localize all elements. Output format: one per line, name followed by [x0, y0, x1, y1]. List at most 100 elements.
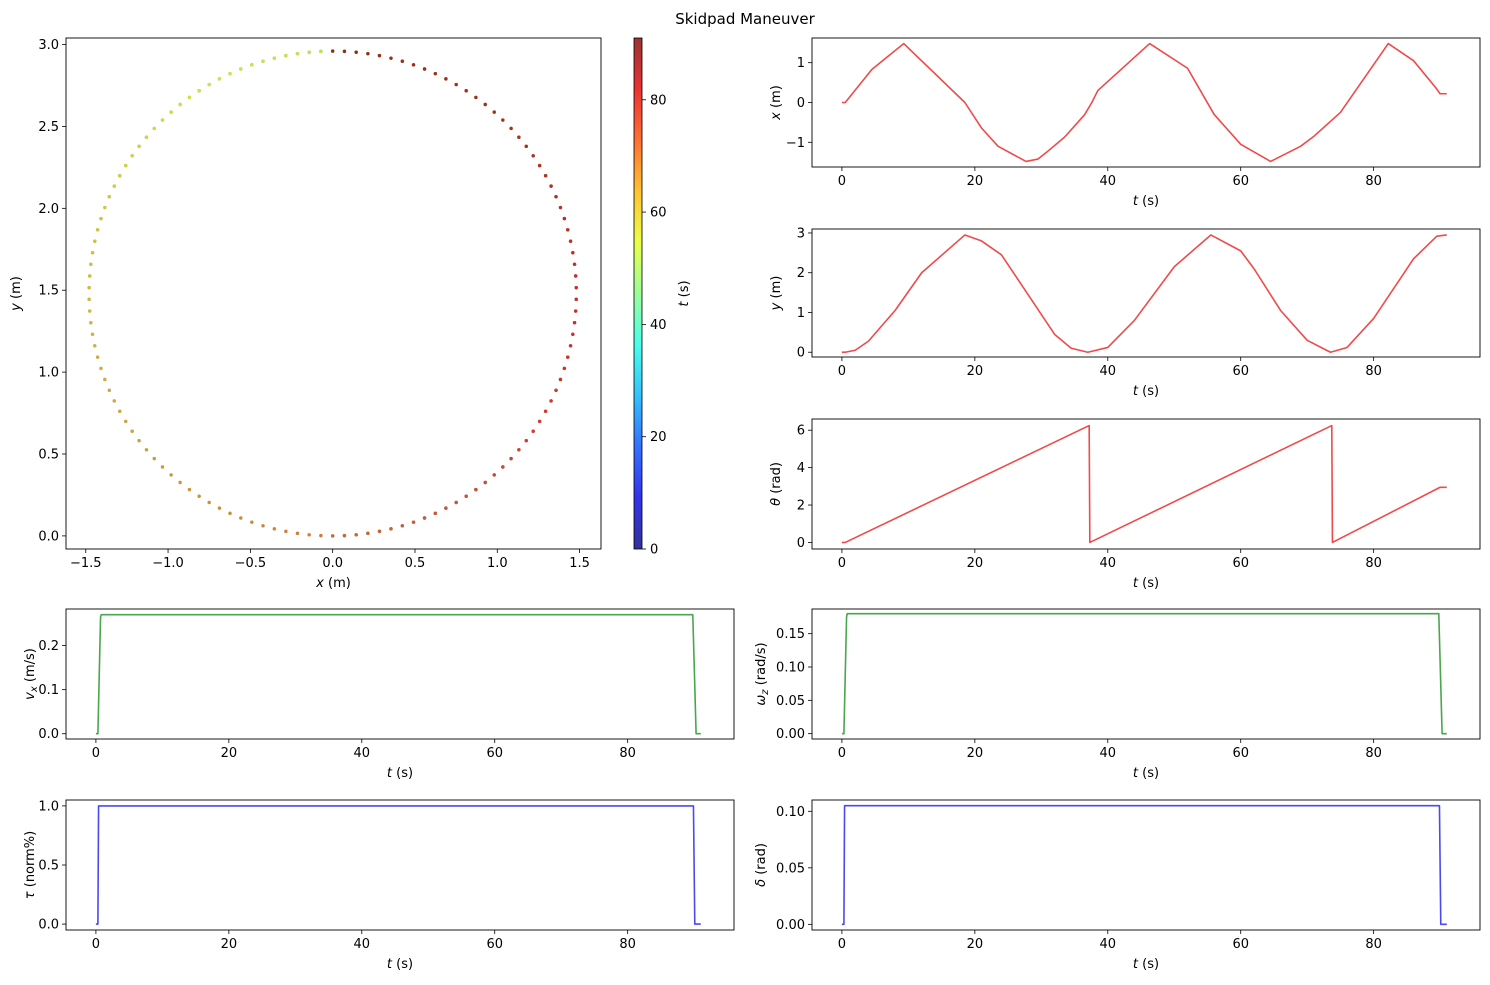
trajectory-point — [89, 262, 93, 266]
y-axis-label-theta: θ (rad) — [769, 462, 784, 506]
axes-frame-theta — [811, 418, 1481, 550]
axes-frame-y — [811, 228, 1481, 358]
colorbar: 0 20 40 60 80 t (s) — [633, 37, 692, 558]
y-tick-label-wz: 0.10 — [776, 661, 805, 676]
trajectory-point — [87, 297, 91, 302]
axes-x: 0 20 40 60 80 −1 0 1 t (s) x (m) — [769, 37, 1481, 209]
trajectory-point — [228, 71, 232, 76]
trajectory-point — [354, 533, 358, 537]
series-line-theta — [841, 424, 1447, 544]
axes-theta: 0 20 40 60 80 0 2 4 6 t (s) θ (rad) — [769, 418, 1481, 591]
trajectory-point — [531, 429, 535, 433]
y-tick-label-x: 1 — [797, 56, 805, 71]
trajectory-point — [549, 184, 553, 188]
trajectory-point — [295, 531, 300, 536]
trajectory-point — [509, 456, 513, 461]
trajectory-point — [444, 506, 448, 510]
y-tick-label-theta: 0 — [797, 536, 805, 551]
x-tick-label-wz: 80 — [1365, 746, 1382, 761]
axes-frame-wz — [811, 608, 1481, 740]
trajectory-point — [169, 473, 173, 477]
x-tick-label-x: 60 — [1232, 174, 1249, 189]
trajectory-point — [95, 228, 100, 232]
trajectory-point — [112, 399, 116, 403]
trajectory-point — [474, 95, 478, 100]
y-tick-label-theta: 2 — [797, 499, 805, 514]
trajectory-point — [250, 63, 254, 67]
y-tick-label-traj: 1.0 — [38, 366, 59, 381]
x-tick-label-tau: 40 — [354, 937, 371, 952]
axes-traj: −1.5 −1.0 −0.5 0.0 0.5 1.0 1.5 0.0 0.5 1.0 1.5 2.0 2… — [9, 37, 602, 591]
x-tick-label-y: 20 — [967, 364, 984, 379]
axes-y: 0 20 40 60 80 0 1 2 3 t (s) y (m) — [769, 226, 1481, 399]
trajectory-point — [554, 388, 558, 393]
trajectory-point — [137, 438, 141, 443]
trajectory-point — [558, 377, 563, 382]
trajectory-point — [160, 465, 165, 469]
y-tick-label-wz: 0.15 — [776, 627, 805, 642]
x-tick-label-y: 80 — [1365, 364, 1382, 379]
trajectory-point — [400, 524, 405, 528]
trajectory-point — [366, 531, 370, 536]
x-tick-label-vx: 80 — [619, 746, 636, 761]
axes-tau: 0 20 40 60 80 0.0 0.5 1.0 t (s) τ (norm%) — [23, 799, 735, 972]
trajectory-point — [89, 321, 93, 325]
x-tick-label-tau: 60 — [486, 937, 503, 952]
trajectory-point — [422, 67, 427, 71]
y-axis-label-vx: vx (m/s) — [23, 648, 40, 700]
trajectory-point — [573, 274, 578, 278]
axes-vx: 0 20 40 60 80 0.0 0.1 0.2 t (s) vx (m/s) — [23, 608, 735, 781]
x-tick-label-traj: −1.0 — [152, 556, 184, 571]
trajectory-point — [474, 487, 478, 492]
y-tick-label-y: 0 — [797, 346, 805, 361]
y-axis-label-x: x (m) — [769, 85, 784, 121]
trajectory-point — [152, 126, 156, 131]
x-tick-label-x: 20 — [967, 174, 984, 189]
x-tick-label-delta: 20 — [967, 937, 984, 952]
trajectory-point — [433, 71, 438, 76]
x-tick-label-traj: 1.0 — [487, 556, 508, 571]
trajectory-point — [554, 194, 558, 199]
x-tick-label-traj: 0.5 — [405, 556, 426, 571]
y-tick-label-tau: 0.5 — [38, 859, 59, 874]
trajectory-point — [342, 49, 347, 54]
axes-frame-vx — [65, 608, 735, 740]
trajectory-point — [118, 409, 122, 414]
x-tick-label-vx: 0 — [92, 746, 100, 761]
x-axis-label-tau: t (s) — [387, 957, 413, 972]
y-tick-label-y: 2 — [797, 266, 805, 281]
trajectory-point — [354, 50, 358, 54]
y-axis-label-tau: τ (norm%) — [23, 831, 38, 899]
trajectory-point — [319, 533, 323, 538]
trajectory-point — [509, 126, 513, 131]
plots-layer: −1.5 −1.0 −0.5 0.0 0.5 1.0 1.5 0.0 0.5 1.0 1.5 2.0 2… — [9, 37, 1481, 972]
x-axis-label-delta: t (s) — [1133, 957, 1159, 972]
trajectory-point — [411, 520, 416, 524]
x-tick-label-wz: 20 — [967, 746, 984, 761]
trajectory-point — [330, 49, 335, 53]
trajectory-point — [187, 487, 192, 492]
trajectory-point — [124, 419, 128, 424]
trajectory-point — [99, 216, 103, 221]
trajectory-point — [90, 332, 95, 337]
x-axis-label-wz: t (s) — [1133, 766, 1159, 781]
trajectory-point — [272, 527, 277, 531]
x-tick-label-vx: 20 — [221, 746, 238, 761]
x-tick-label-y: 60 — [1232, 364, 1249, 379]
trajectory-point — [99, 366, 103, 371]
trajectory-point — [169, 110, 173, 114]
trajectory-point — [566, 355, 570, 359]
series-line-wz — [841, 612, 1447, 735]
x-tick-label-tau: 80 — [619, 937, 636, 952]
trajectory-point — [342, 533, 347, 538]
trajectory-point — [433, 511, 438, 516]
trajectory-point — [295, 51, 300, 56]
x-tick-label-delta: 60 — [1232, 937, 1249, 952]
trajectory-point — [422, 516, 427, 520]
x-tick-label-theta: 40 — [1100, 556, 1117, 571]
x-tick-label-delta: 0 — [838, 937, 846, 952]
trajectory-point — [492, 473, 496, 477]
series-line-delta — [841, 804, 1447, 926]
trajectory-point — [197, 89, 201, 93]
